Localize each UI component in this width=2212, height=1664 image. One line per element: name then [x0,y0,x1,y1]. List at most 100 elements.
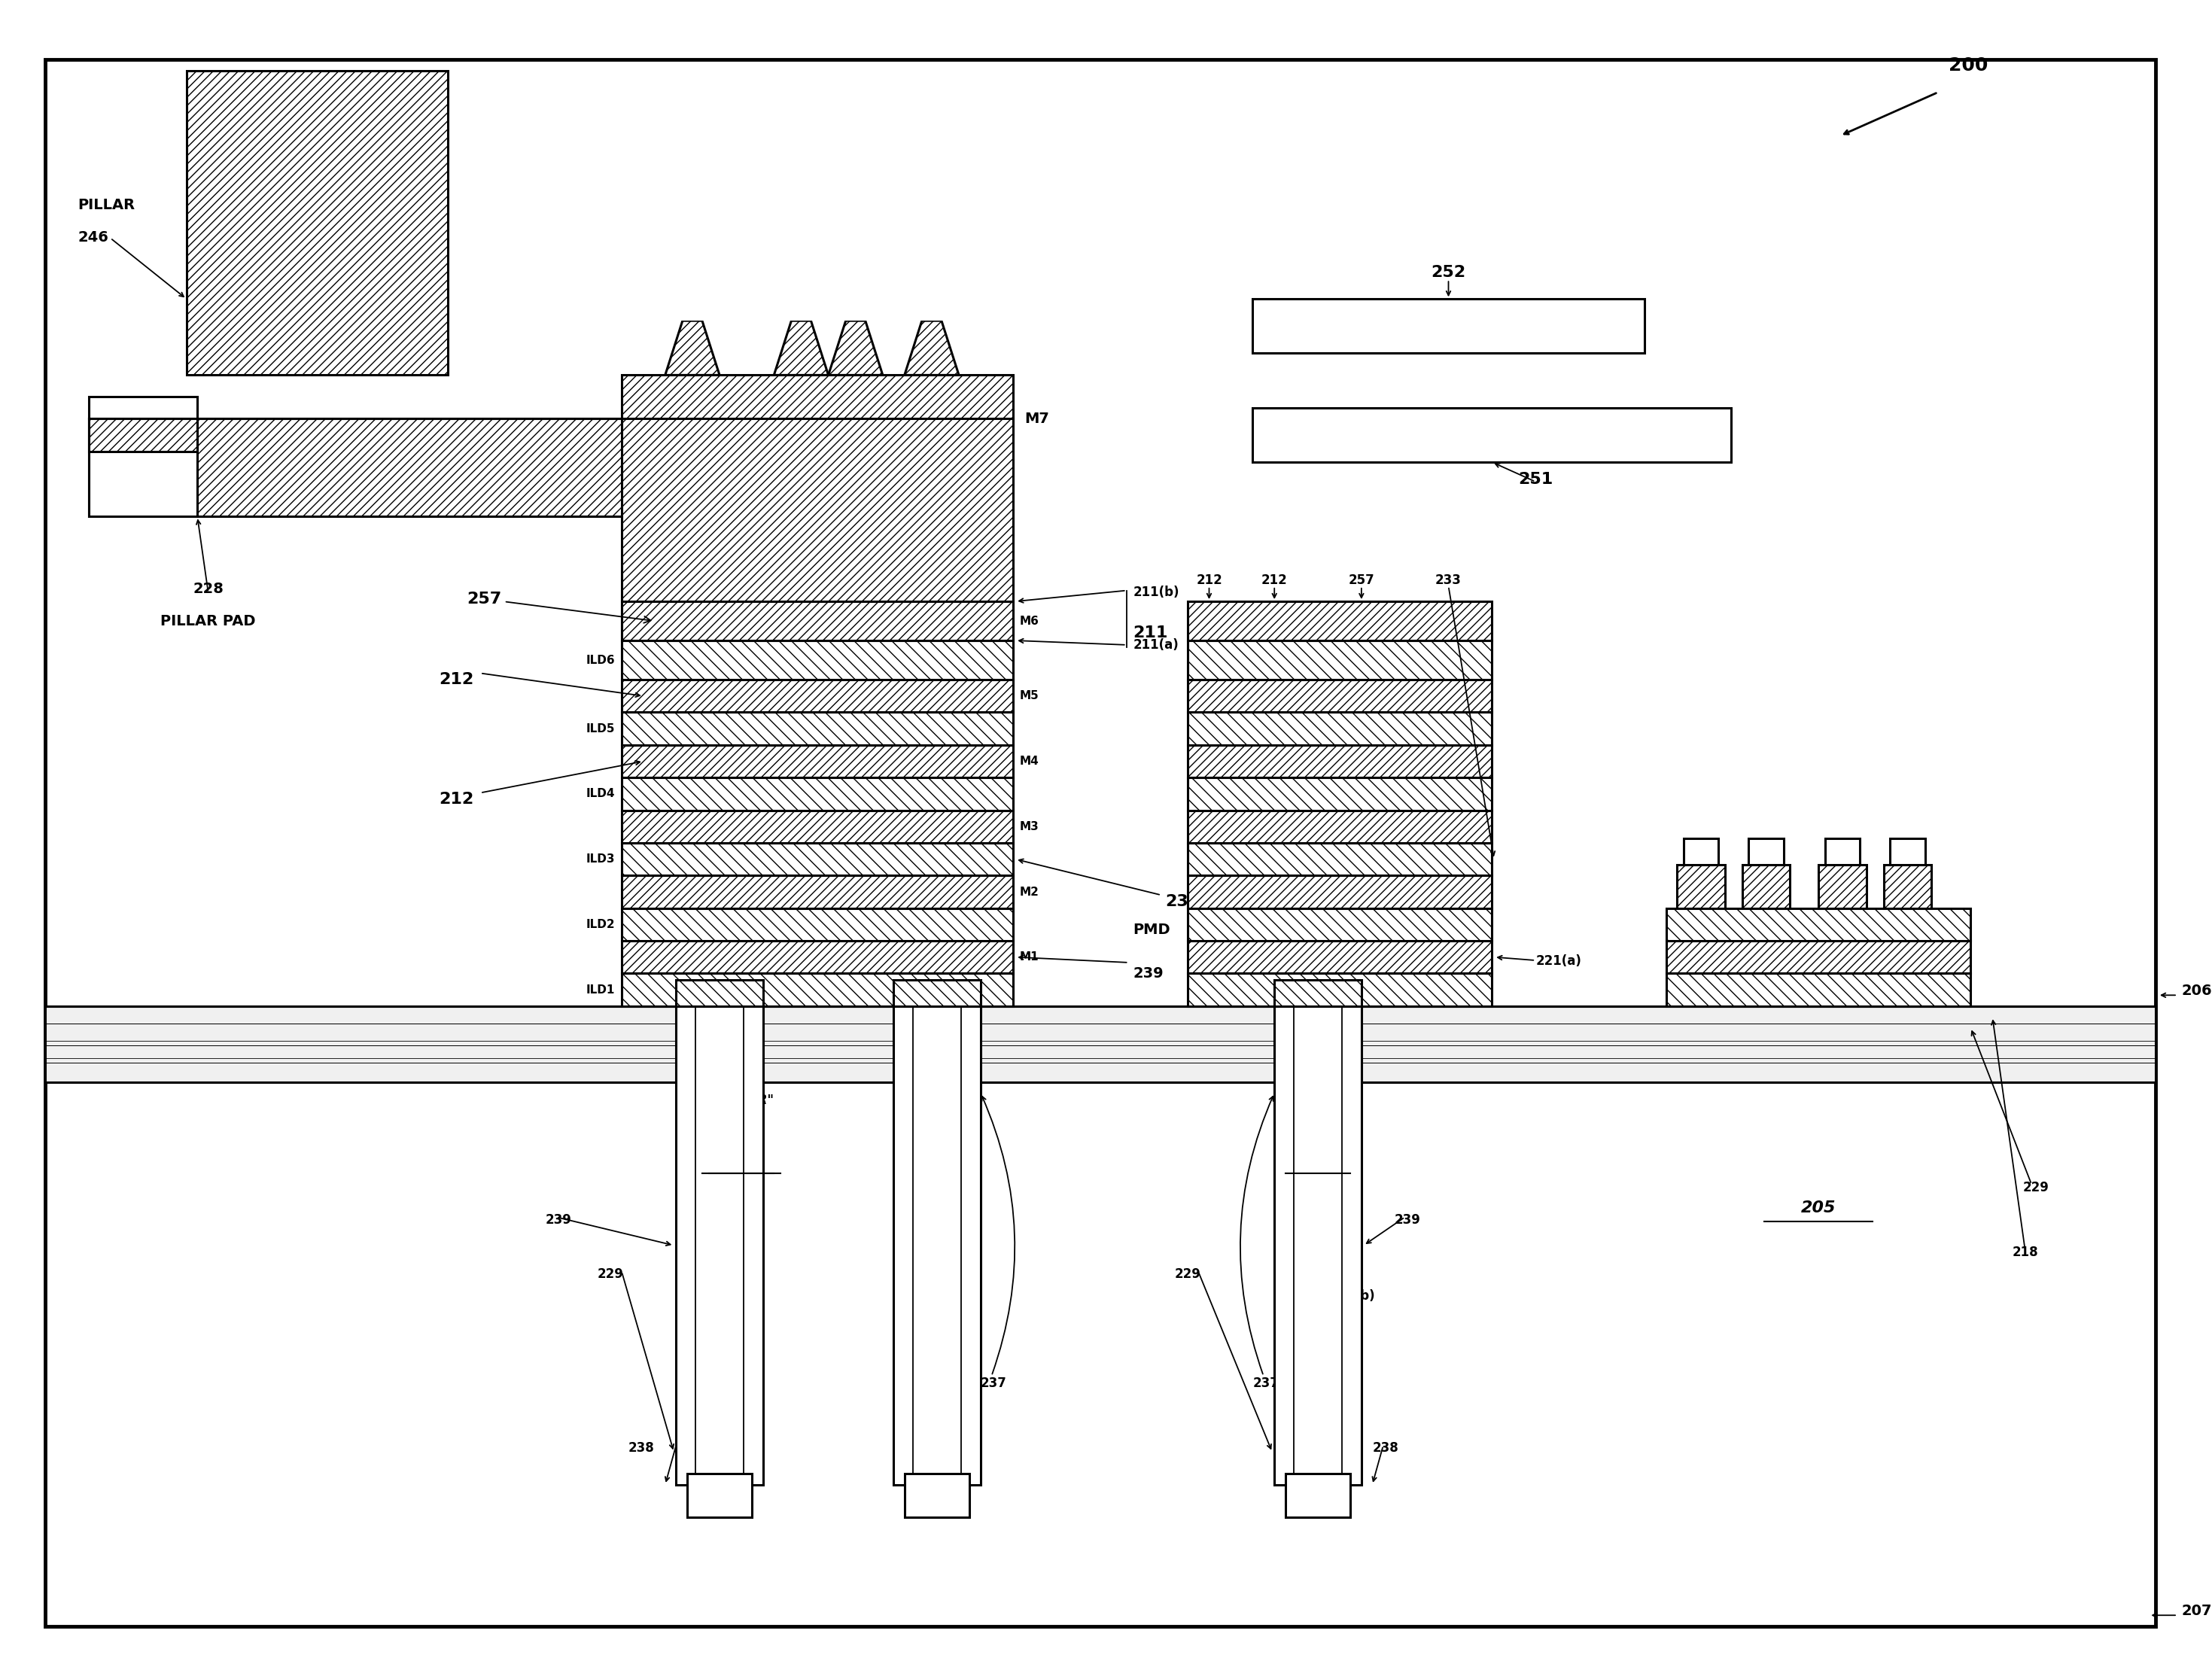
Text: 200: 200 [1949,57,1989,75]
Bar [1188,641,1491,679]
Text: "POWER": "POWER" [710,1093,774,1107]
Bar [88,419,197,451]
Text: 237: 237 [1252,1376,1279,1389]
Text: ILD6: ILD6 [586,654,615,666]
Text: 237: 237 [980,1376,1006,1389]
Bar [1188,745,1491,777]
Text: 207: 207 [2181,1604,2212,1619]
Polygon shape [774,321,827,374]
Bar [622,712,1013,745]
Text: 251: 251 [1517,473,1553,488]
Text: PILLAR: PILLAR [77,198,135,211]
Bar [1666,940,1971,973]
Text: 257: 257 [467,591,650,622]
Bar [1188,844,1491,875]
Bar [622,745,1013,777]
Text: ILD4: ILD4 [586,789,615,800]
Bar [1885,865,1931,909]
Bar [88,419,741,516]
Bar [1750,839,1783,865]
Bar [677,980,763,1007]
Bar [763,310,838,321]
Bar [622,810,1013,844]
Bar [1274,980,1360,1007]
Bar [1889,839,1924,865]
Bar [1666,909,1971,940]
Text: 206: 206 [2181,983,2212,998]
Polygon shape [666,321,719,374]
Text: 233: 233 [1166,894,1201,909]
Text: M1: M1 [1020,952,1040,963]
Text: PMD: PMD [1133,924,1170,937]
Text: 218: 218 [2013,1246,2037,1260]
Bar [1188,875,1491,909]
Text: 205: 205 [1801,1201,1836,1216]
Bar [1188,679,1491,712]
Bar [905,1474,969,1518]
Text: 212: 212 [1197,574,1223,587]
Text: 211(b): 211(b) [1133,586,1179,599]
Bar [622,973,1013,1007]
Bar [622,940,1013,973]
Bar [894,310,969,321]
Bar [88,396,197,516]
Text: M7: M7 [1024,411,1048,426]
Text: TSV: TSV [728,1122,754,1135]
Text: 229: 229 [1175,1268,1201,1281]
Bar [1818,865,1867,909]
Text: 221(b): 221(b) [1329,1290,1376,1303]
Text: 257: 257 [1349,574,1374,587]
Bar [186,70,447,374]
Text: 239: 239 [1394,1213,1420,1226]
Text: 209: 209 [723,1153,759,1168]
Text: PILLAR PAD: PILLAR PAD [161,614,257,629]
Bar [1677,865,1725,909]
Text: TSV: TSV [1305,1122,1332,1135]
Bar [1188,777,1491,810]
Text: 238: 238 [628,1441,655,1454]
Bar [1825,839,1860,865]
Text: ILD1: ILD1 [586,983,615,995]
Bar [688,1474,752,1518]
Bar [1188,810,1491,844]
Bar [1285,1474,1352,1518]
Bar [622,875,1013,909]
Text: 238: 238 [1371,1441,1398,1454]
Bar [1188,909,1491,940]
Bar [622,374,1013,657]
Bar [622,679,1013,712]
Bar [622,777,1013,810]
Text: 229: 229 [2022,1180,2048,1195]
Bar [1188,712,1491,745]
Text: 239: 239 [546,1213,571,1226]
Text: M4: M4 [1020,755,1040,767]
Bar [818,310,894,321]
Bar [622,641,1013,679]
Bar [655,310,730,321]
Text: 211: 211 [1133,626,1168,641]
Bar [1666,973,1971,1007]
Text: ILD2: ILD2 [586,919,615,930]
Bar [1188,973,1491,1007]
Bar [622,601,1013,641]
Bar [622,844,1013,875]
Text: 202: 202 [1301,1153,1336,1168]
Polygon shape [905,321,958,374]
Text: M6: M6 [1020,616,1040,627]
Bar [1252,300,1644,353]
Bar [1252,408,1732,463]
Bar [622,909,1013,940]
Text: 212: 212 [438,672,473,687]
Text: M2: M2 [1020,887,1040,897]
Text: 233: 233 [1436,574,1462,587]
Text: 246: 246 [77,230,108,245]
Text: ILD5: ILD5 [586,724,615,734]
Text: "SIGNAL": "SIGNAL" [1285,1093,1349,1107]
Bar [1683,839,1719,865]
Text: 239: 239 [1133,967,1164,980]
Text: 212: 212 [438,792,473,807]
Bar [894,980,980,1007]
Bar [1188,601,1491,641]
Text: 211(a): 211(a) [1133,637,1179,652]
Bar [677,1007,763,1484]
